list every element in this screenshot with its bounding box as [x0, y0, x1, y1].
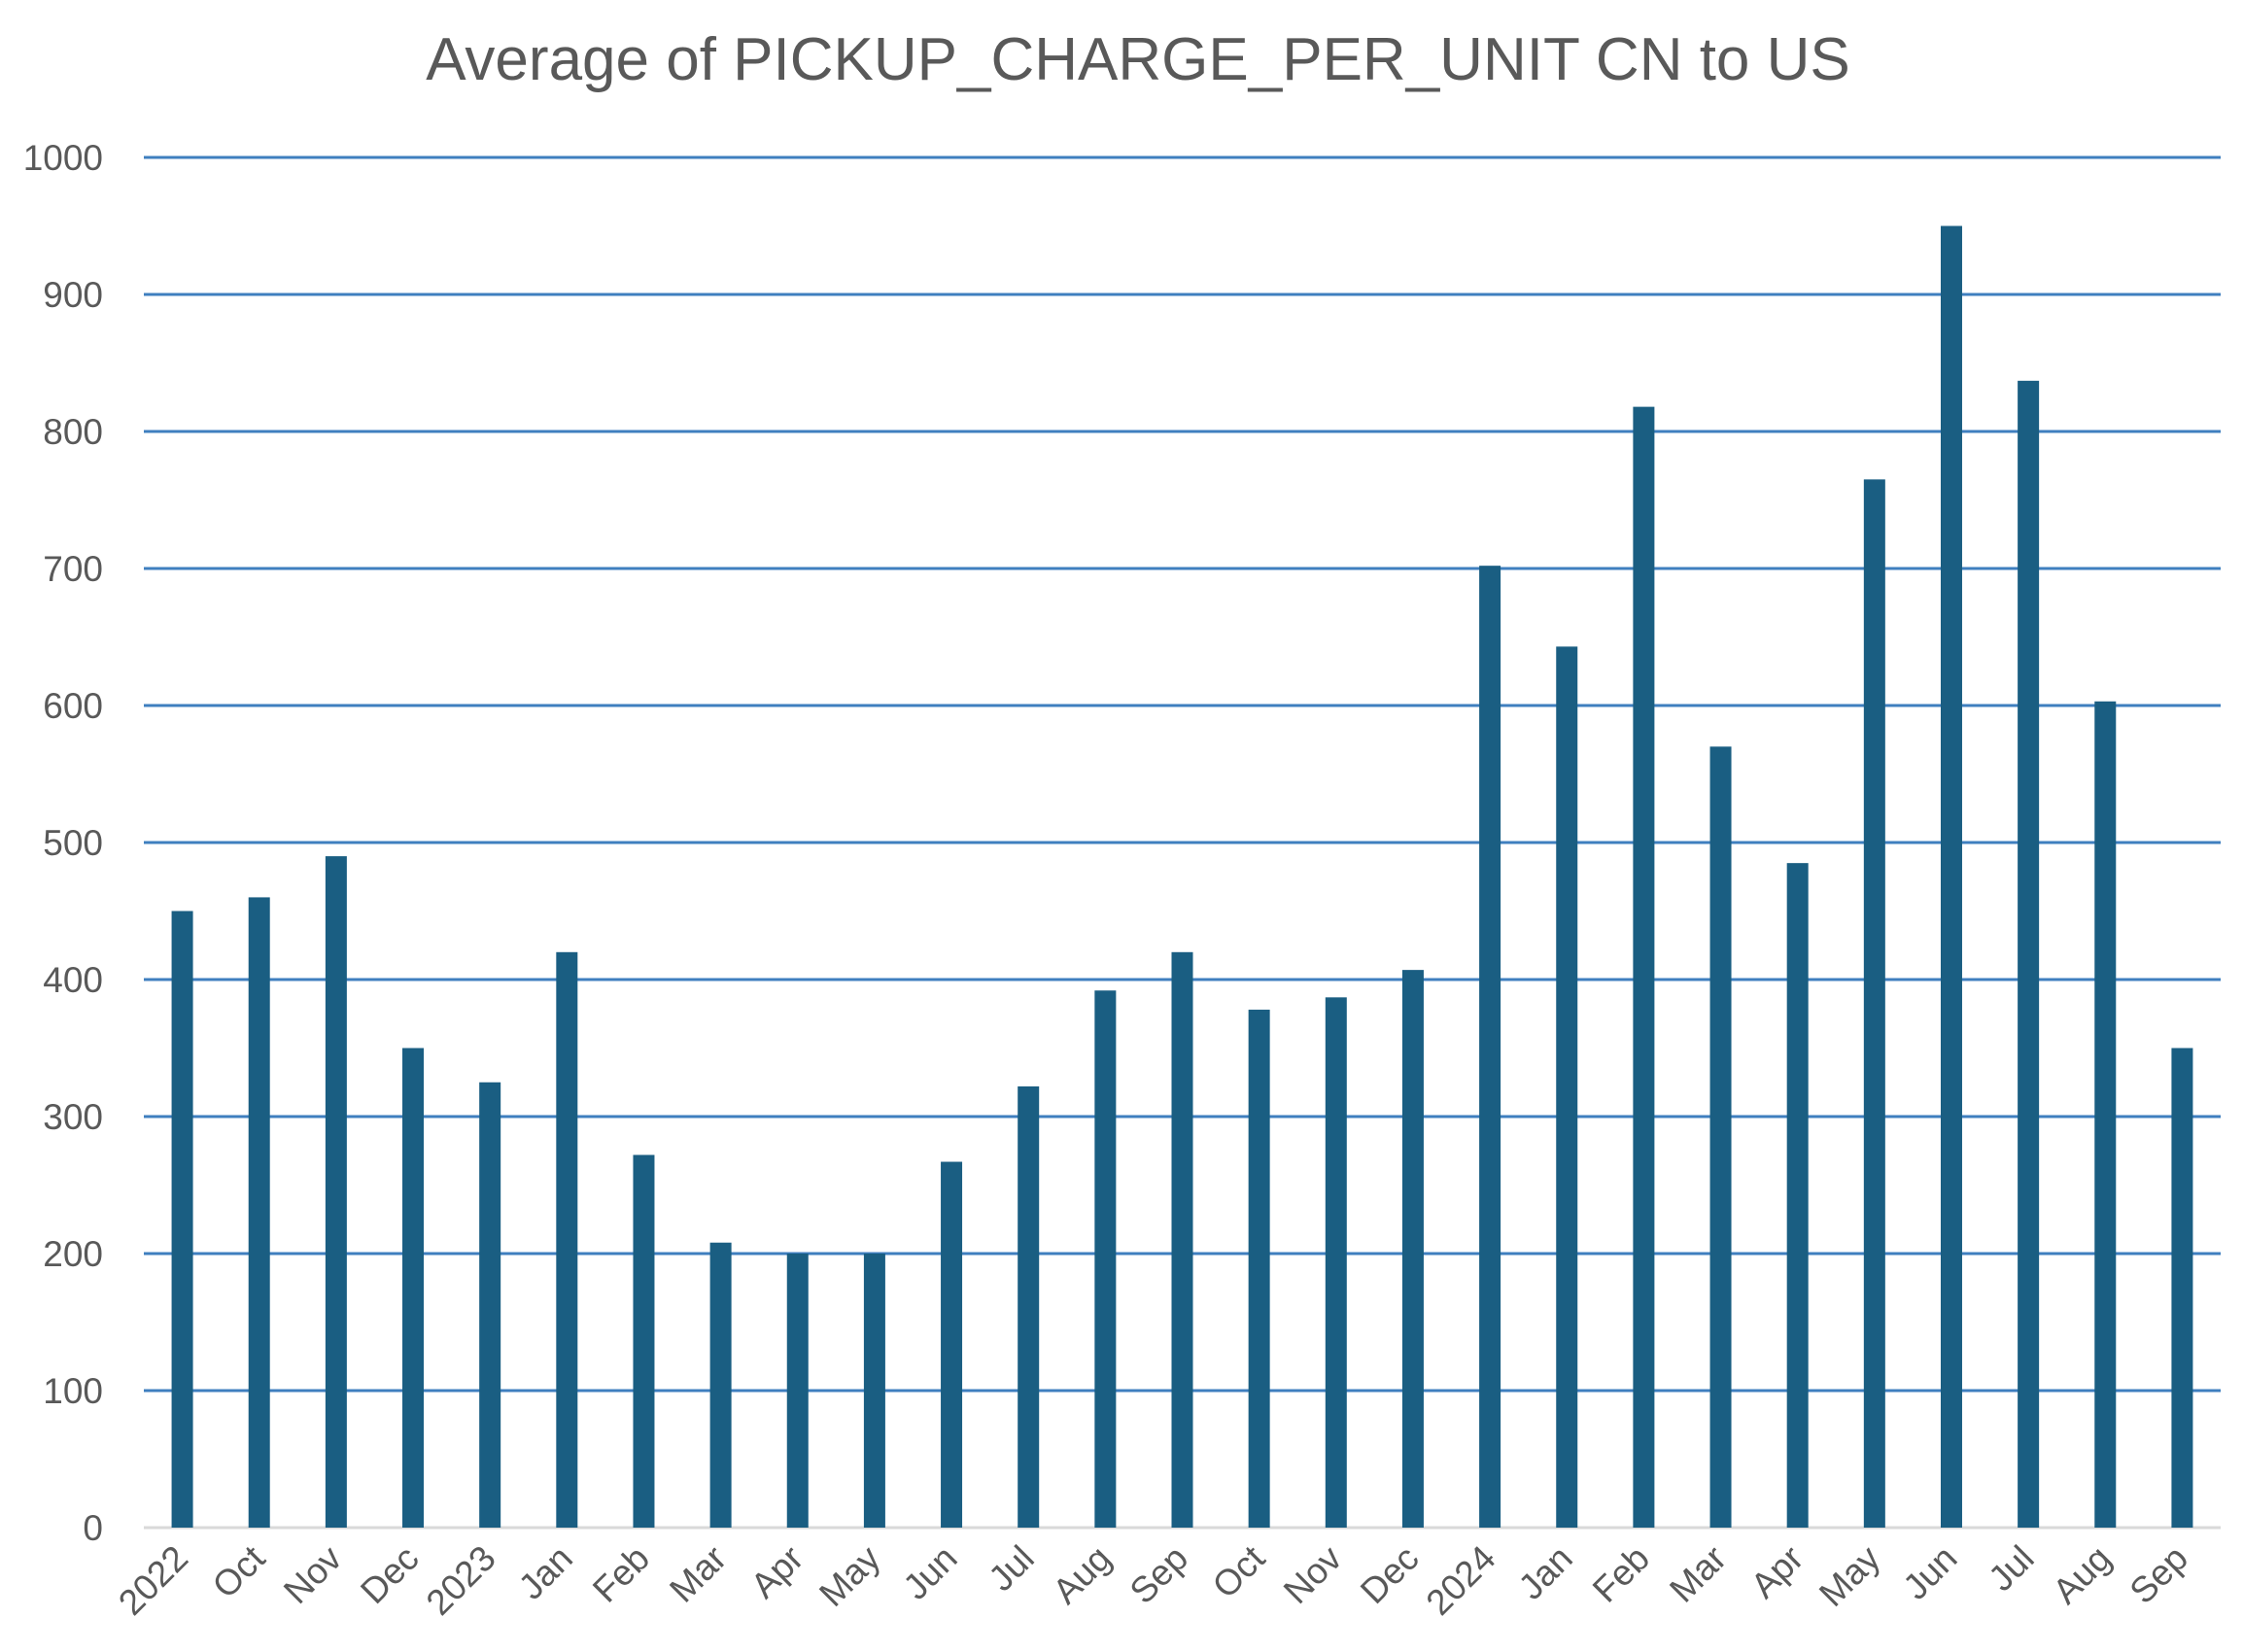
- y-tick-label: 500: [43, 823, 103, 863]
- x-tick-label: Jan: [511, 1538, 580, 1607]
- x-tick-label: Aug: [2045, 1538, 2119, 1612]
- x-tick-label: 2022: [111, 1538, 195, 1623]
- y-tick-label: 800: [43, 412, 103, 452]
- bar: [1863, 479, 1885, 1529]
- bar: [479, 1082, 501, 1528]
- bar: [1709, 746, 1732, 1528]
- bar: [2171, 1048, 2193, 1528]
- x-tick-label: Dec: [1353, 1538, 1427, 1612]
- chart-title: Average of PICKUP_CHARGE_PER_UNIT CN to …: [426, 26, 1850, 93]
- bar: [633, 1154, 655, 1528]
- bar: [709, 1242, 732, 1528]
- x-tick-label: Oct: [1205, 1537, 1273, 1605]
- x-tick-label: Nov: [1276, 1537, 1350, 1611]
- bars: [171, 225, 2193, 1529]
- x-tick-label: Nov: [276, 1537, 350, 1611]
- y-tick-label: 700: [43, 549, 103, 589]
- x-tick-label: Jan: [1511, 1538, 1580, 1607]
- x-tick-label: Jul: [981, 1538, 1041, 1599]
- bar: [1479, 566, 1501, 1528]
- bar: [1940, 225, 1962, 1528]
- x-tick-label: Jul: [1981, 1538, 2041, 1599]
- x-tick-label: Sep: [1122, 1538, 1196, 1612]
- bar: [1018, 1085, 1040, 1528]
- x-tick-label: 2023: [419, 1538, 503, 1623]
- x-tick-label: Aug: [1045, 1538, 1119, 1612]
- x-tick-label: Apr: [743, 1538, 811, 1606]
- bar: [786, 1254, 809, 1528]
- bar: [1171, 951, 1193, 1528]
- x-tick-label: Dec: [353, 1538, 427, 1612]
- bar: [1325, 997, 1347, 1528]
- bar: [171, 911, 193, 1528]
- x-tick-label: Apr: [1743, 1538, 1812, 1606]
- bar: [1556, 646, 1578, 1528]
- y-tick-label: 400: [43, 960, 103, 1000]
- bar: [248, 897, 270, 1528]
- bar: [402, 1048, 425, 1528]
- bar: [1401, 970, 1424, 1528]
- y-tick-label: 200: [43, 1234, 103, 1274]
- x-tick-label: Mar: [662, 1538, 734, 1610]
- x-tick-label: May: [1812, 1537, 1888, 1614]
- y-tick-label: 100: [43, 1371, 103, 1411]
- y-tick-label: 900: [43, 275, 103, 315]
- x-tick-label: Feb: [1585, 1538, 1657, 1610]
- bar: [325, 856, 347, 1528]
- bar: [1786, 863, 1809, 1528]
- bar: [1094, 990, 1117, 1528]
- x-tick-label: May: [811, 1537, 888, 1614]
- y-tick-label: 300: [43, 1097, 103, 1137]
- bar: [1248, 1010, 1270, 1528]
- bar: [2018, 380, 2040, 1529]
- x-tick-label: Jun: [896, 1538, 965, 1607]
- x-tick-label: Mar: [1662, 1538, 1734, 1610]
- x-tick-label: Feb: [585, 1538, 657, 1610]
- bar: [1633, 406, 1655, 1528]
- y-tick-label: 1000: [23, 138, 103, 178]
- y-tick-label: 600: [43, 686, 103, 726]
- x-tick-label: Sep: [2122, 1538, 2196, 1612]
- x-tick-label: Jun: [1895, 1538, 1964, 1607]
- y-tick-label: 0: [83, 1508, 103, 1548]
- bar: [863, 1254, 885, 1528]
- bar: [941, 1161, 963, 1528]
- y-axis-ticks: 0 100 200 300 400 500 600 700 800 900 1000: [23, 138, 103, 1548]
- bar: [556, 951, 578, 1528]
- x-tick-label: Oct: [205, 1537, 273, 1605]
- x-tick-label: 2024: [1419, 1538, 1503, 1623]
- bar: [2094, 701, 2117, 1528]
